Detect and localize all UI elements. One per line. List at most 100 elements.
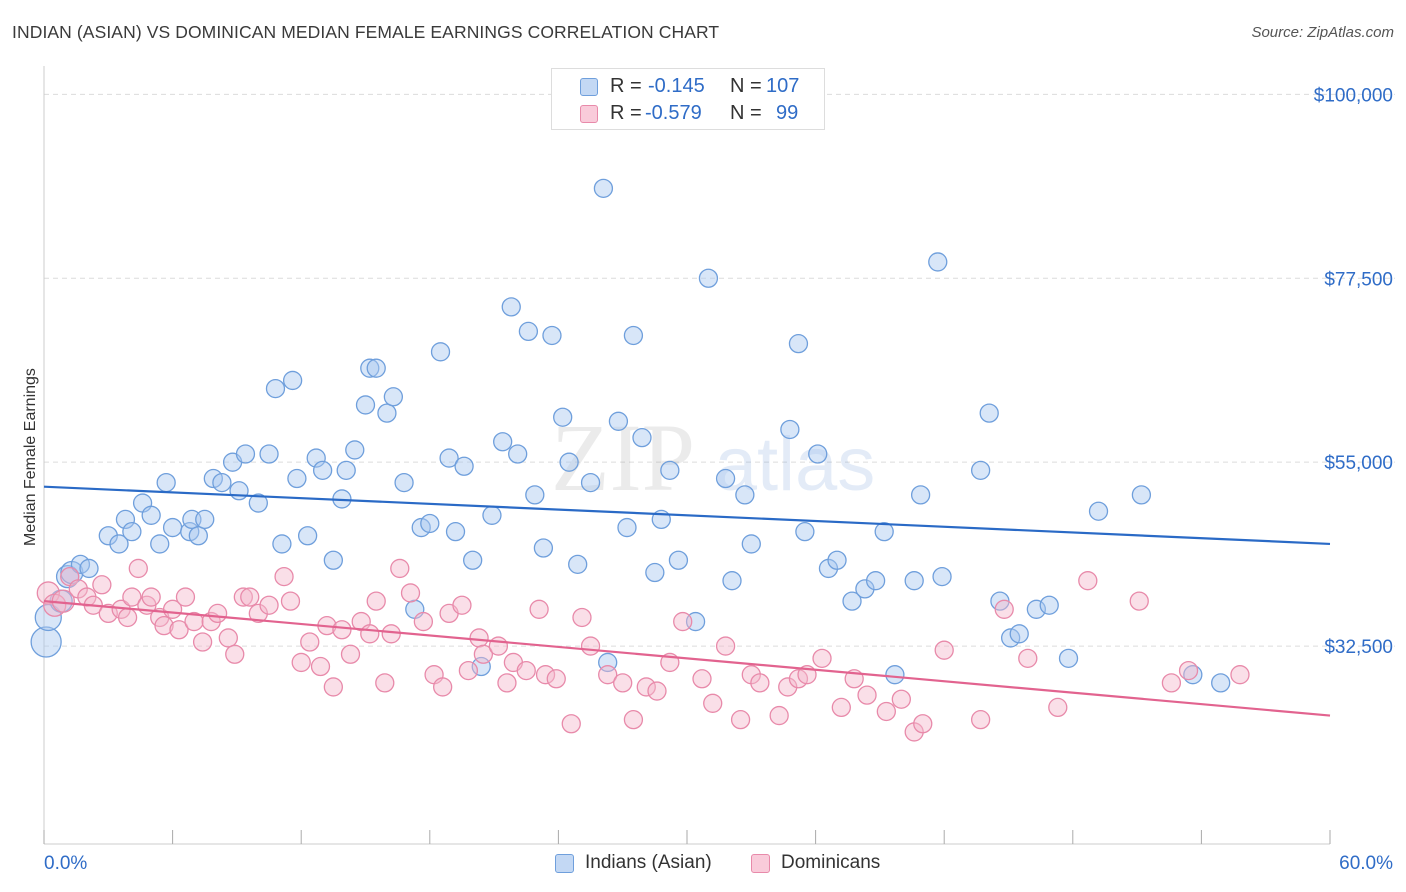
data-point-dominicans — [535, 665, 556, 685]
n-label: N = — [730, 75, 762, 97]
data-point-indians — [735, 485, 755, 505]
data-point-dominicans — [433, 677, 453, 697]
data-point-indians — [632, 428, 652, 448]
legend-swatch-blue — [580, 78, 598, 96]
data-point-dominicans — [169, 620, 189, 640]
data-point-dominicans — [36, 581, 60, 605]
r-value: -0.579 — [645, 102, 702, 124]
n-label: N = — [730, 102, 762, 124]
data-point-dominicans — [623, 710, 644, 730]
data-point-dominicans — [280, 591, 301, 611]
data-point-dominicans — [360, 624, 380, 644]
data-point-dominicans — [175, 587, 196, 607]
x-tick-labels: 0.0% 60.0% — [44, 853, 1393, 874]
data-point-dominicans — [750, 673, 770, 693]
data-point-indians — [722, 571, 742, 591]
y-tick-label: $77,500 — [1324, 269, 1393, 290]
stats-legend: R = -0.145 N = 107 R = -0.579 N = 99 — [551, 68, 825, 130]
data-point-indians — [312, 460, 333, 480]
data-point-indians — [970, 460, 991, 480]
data-point-dominicans — [233, 587, 253, 607]
data-point-indians — [542, 325, 562, 346]
data-point-dominicans — [934, 640, 954, 660]
data-point-indians — [865, 571, 886, 591]
data-point-dominicans — [994, 599, 1014, 619]
data-point-indians — [115, 509, 136, 530]
data-point-dominicans — [970, 710, 991, 730]
data-point-indians — [795, 522, 815, 542]
data-point-indians — [366, 358, 386, 378]
data-point-indians — [904, 571, 924, 591]
data-point-indians — [559, 452, 579, 472]
data-point-indians — [698, 268, 719, 288]
data-point-dominicans — [141, 587, 161, 607]
chart-source: Source: ZipAtlas.com — [1251, 24, 1394, 41]
data-point-dominicans — [857, 685, 877, 705]
data-point-dominicans — [876, 701, 896, 722]
data-point-dominicans — [673, 611, 693, 632]
x-tick-label: 60.0% — [1339, 853, 1393, 874]
legend-swatch-blue — [555, 854, 574, 873]
data-point-indians — [741, 534, 761, 554]
data-point-indians — [874, 522, 894, 542]
data-point-indians — [463, 550, 483, 570]
data-point-dominicans — [546, 669, 566, 689]
watermark-zip: ZIP — [551, 404, 695, 511]
data-point-dominicans — [323, 677, 344, 697]
data-point-indians — [580, 472, 601, 493]
data-point-dominicans — [225, 644, 245, 664]
stats-legend-row-indians: R = -0.145 N = 107 — [552, 74, 824, 100]
data-point-indians — [345, 440, 365, 460]
y-tick-labels: $32,500 $55,000 $77,500 $100,000 — [1314, 85, 1393, 658]
data-point-indians — [336, 460, 356, 480]
data-point-indians — [623, 325, 644, 346]
data-point-indians — [1131, 485, 1152, 505]
data-point-dominicans — [154, 616, 174, 636]
data-point-indians — [282, 370, 303, 391]
data-point-indians — [162, 517, 183, 538]
trend-line-indians — [43, 485, 1331, 546]
r-label: R = — [610, 75, 642, 97]
data-point-indians — [98, 526, 118, 546]
data-point-indians — [30, 626, 62, 658]
data-point-indians — [229, 481, 249, 501]
data-point-indians — [593, 178, 614, 198]
data-point-dominicans — [1230, 665, 1250, 685]
data-point-indians — [518, 321, 539, 342]
data-point-indians — [855, 579, 875, 599]
data-point-dominicans — [1048, 697, 1068, 718]
data-point-dominicans — [122, 587, 142, 607]
data-point-dominicans — [366, 591, 386, 611]
data-point-indians — [842, 591, 862, 611]
r-label: R = — [610, 102, 642, 124]
data-point-dominicans — [218, 628, 238, 648]
data-point-indians — [454, 456, 474, 476]
data-point-dominicans — [469, 628, 489, 648]
data-point-indians — [394, 472, 414, 493]
r-value: -0.145 — [648, 75, 705, 97]
data-point-dominicans — [730, 710, 751, 730]
data-point-dominicans — [413, 611, 434, 632]
data-point-indians — [928, 252, 948, 272]
data-point-indians — [910, 485, 931, 505]
data-point-dominicans — [390, 558, 410, 579]
trend-line-dominicans — [43, 600, 1331, 717]
data-point-indians — [445, 522, 466, 542]
data-point-indians — [617, 517, 637, 538]
stats-legend-row-dominicans: R = -0.579 N = 99 — [552, 101, 824, 127]
data-point-indians — [259, 444, 279, 464]
data-point-indians — [482, 505, 502, 525]
data-point-indians — [420, 513, 440, 534]
data-point-indians — [122, 522, 142, 542]
data-point-indians — [323, 550, 344, 570]
data-point-indians — [668, 550, 689, 570]
data-point-indians — [568, 554, 588, 574]
data-point-indians — [1039, 595, 1059, 615]
data-point-dominicans — [516, 660, 536, 681]
data-point-indians — [1009, 624, 1029, 644]
data-point-dominicans — [778, 677, 798, 697]
data-point-dominicans — [1018, 648, 1038, 668]
data-point-indians — [1088, 501, 1109, 521]
data-point-dominicans — [812, 648, 832, 668]
data-point-dominicans — [692, 669, 712, 689]
